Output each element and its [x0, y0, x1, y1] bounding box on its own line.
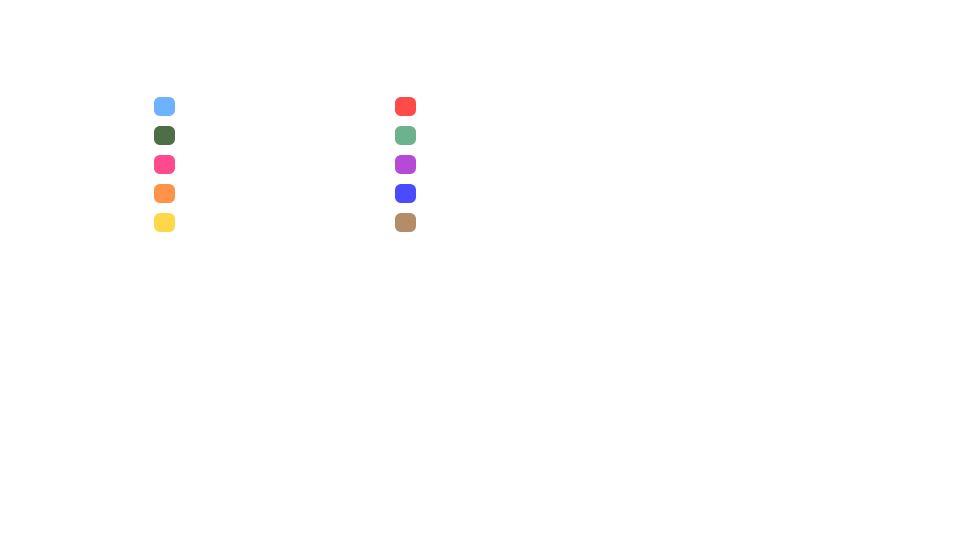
color-swatch-tan[interactable]	[395, 213, 416, 232]
color-swatch-yellow[interactable]	[154, 213, 175, 232]
color-swatch-light-blue[interactable]	[154, 97, 175, 116]
color-swatch-pink[interactable]	[154, 155, 175, 174]
color-swatch-red[interactable]	[395, 97, 416, 116]
color-swatch-dark-green[interactable]	[154, 126, 175, 145]
color-swatch-sea-green[interactable]	[395, 126, 416, 145]
color-swatch-purple[interactable]	[395, 155, 416, 174]
color-swatch-orange[interactable]	[154, 184, 175, 203]
color-swatch-blue[interactable]	[395, 184, 416, 203]
color-palette	[154, 97, 417, 233]
